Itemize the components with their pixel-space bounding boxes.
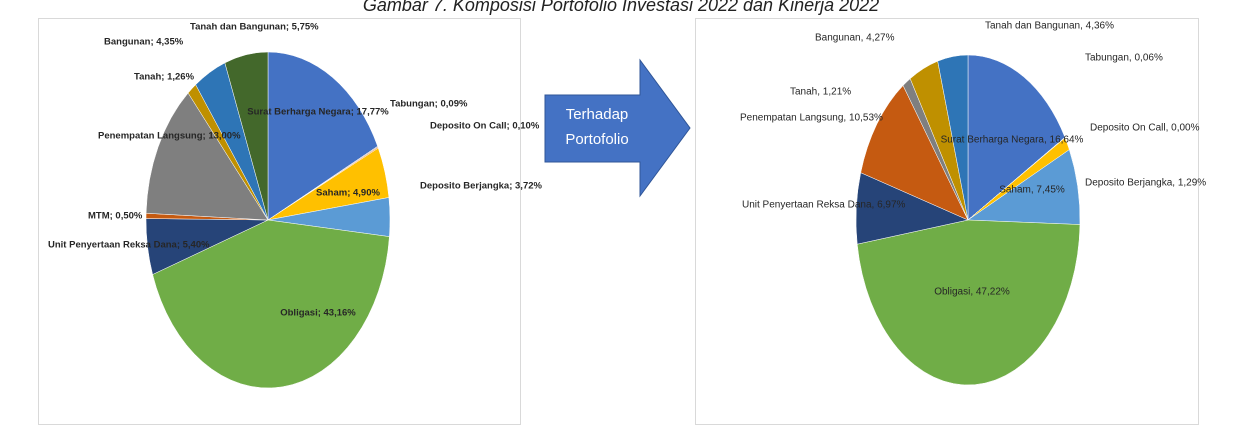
slice-label: Unit Penyertaan Reksa Dana; 5,40% — [48, 240, 210, 251]
pie-slice — [224, 51, 269, 221]
slice-label: Tanah; 1,26% — [134, 72, 195, 83]
slice-label: Penempatan Langsung, 10,53% — [740, 113, 883, 124]
slice-label: Bangunan; 4,35% — [104, 37, 184, 48]
pie-slice — [267, 51, 378, 221]
slice-label: Saham; 4,90% — [316, 188, 380, 199]
slice-label: Tanah dan Bangunan; 5,75% — [190, 22, 319, 33]
slice-label: Surat Berharga Negara, 16,64% — [941, 135, 1084, 146]
slice-label: Deposito On Call; 0,10% — [430, 121, 540, 132]
pie-slice — [860, 85, 969, 221]
slice-label: Saham, 7,45% — [999, 185, 1065, 196]
slice-label: Deposito On Call, 0,00% — [1090, 123, 1200, 134]
arrow-label: Portofolio — [565, 131, 628, 148]
slice-label: Tanah dan Bangunan, 4,36% — [985, 21, 1114, 32]
slice-label: Tabungan; 0,09% — [390, 99, 468, 110]
pie-slice — [145, 92, 269, 221]
slice-label: Obligasi, 47,22% — [934, 287, 1010, 298]
slice-label: Deposito Berjangka, 1,29% — [1085, 178, 1206, 189]
slice-label: Surat Berharga Negara; 17,77% — [247, 107, 389, 118]
arrow-label: Terhadap — [566, 106, 629, 123]
slice-label: Tabungan, 0,06% — [1085, 53, 1163, 64]
arrow — [544, 58, 691, 198]
slice-label: Bangunan, 4,27% — [815, 33, 895, 44]
pie-slice — [937, 54, 969, 221]
figure-title: Gambar 7. Komposisi Portofolio Investasi… — [363, 0, 879, 15]
pie-slice — [967, 54, 1066, 221]
slice-label: Deposito Berjangka; 3,72% — [420, 181, 543, 192]
slice-label: Tanah, 1,21% — [790, 87, 851, 98]
pie-slice — [152, 219, 390, 389]
slice-label: MTM; 0,50% — [88, 211, 143, 222]
slice-label: Obligasi; 43,16% — [280, 308, 356, 319]
slice-label: Penempatan Langsung; 13,00% — [98, 131, 241, 142]
slice-label: Unit Penyertaan Reksa Dana, 6,97% — [742, 200, 906, 211]
pie-slice — [856, 219, 1081, 386]
